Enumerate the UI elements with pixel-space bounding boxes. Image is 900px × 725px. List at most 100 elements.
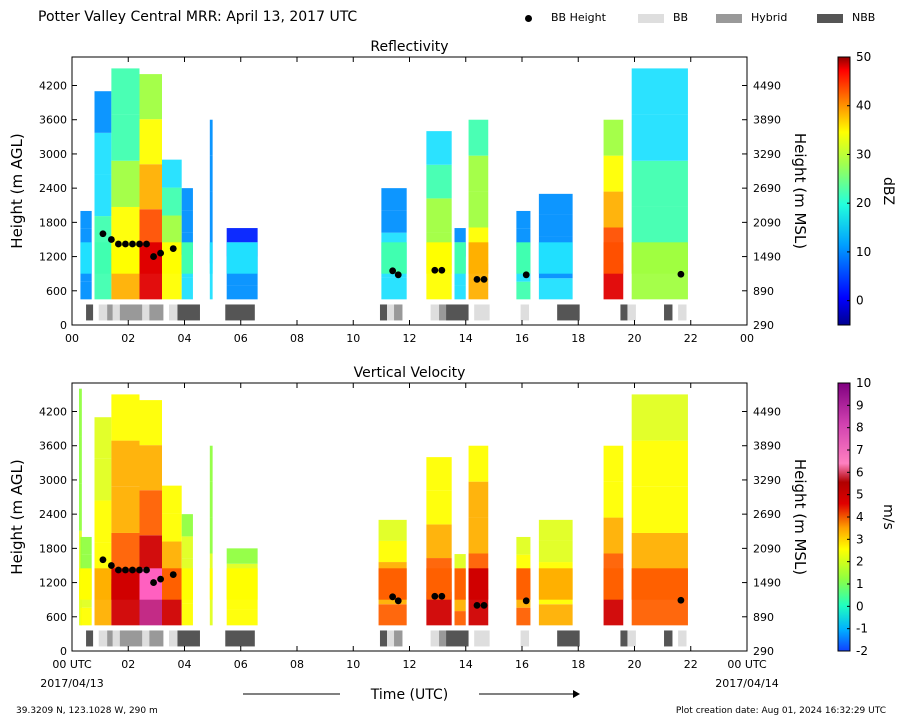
x-axis-label: Time (UTC) xyxy=(370,687,448,703)
legend-label: Hybrid xyxy=(751,11,788,24)
echo-band xyxy=(94,132,112,175)
y-tick-label-right: 3290 xyxy=(753,474,781,487)
bright-band-echo xyxy=(111,242,140,274)
bb-height-point xyxy=(150,253,157,260)
bb-type-segment-hybrid xyxy=(439,304,447,321)
bb-type-segment-hybrid xyxy=(394,630,403,647)
echo-band xyxy=(209,445,213,482)
bright-band-echo xyxy=(454,568,466,600)
station-location: 39.3209 N, 123.1028 W, 290 m xyxy=(16,706,158,716)
bb-type-segment-bb xyxy=(430,630,440,647)
echo-band xyxy=(516,281,531,300)
echo-column xyxy=(111,394,140,626)
echo-band xyxy=(80,210,92,229)
colorbar-tick-label: 10 xyxy=(856,376,871,390)
bb-height-point xyxy=(431,266,439,274)
bb-type-segment-bb xyxy=(474,630,490,647)
echo-band xyxy=(209,191,213,228)
bright-band-echo xyxy=(226,568,258,600)
echo-column xyxy=(538,193,573,300)
echo-band xyxy=(181,603,193,626)
colorbar-tick-label: 7 xyxy=(856,443,864,457)
colorbar-tick-label: 20 xyxy=(856,196,871,210)
bb-height-point xyxy=(107,562,115,569)
bb-height-point xyxy=(115,566,122,574)
echo-band xyxy=(426,164,452,199)
bb-height-point xyxy=(480,601,488,609)
colorbar-tick-label: 6 xyxy=(856,465,864,479)
colorbar-tick-label: 40 xyxy=(856,99,871,113)
bb-type-segment-bb xyxy=(112,630,120,647)
bb-type-segment-nbb xyxy=(446,630,469,647)
x-tick-label: 14 xyxy=(459,332,473,345)
echo-band xyxy=(162,271,182,300)
bright-band-echo xyxy=(181,568,193,600)
echo-band xyxy=(468,481,489,518)
y-tick-label: 3600 xyxy=(39,440,67,453)
arrow-right-icon xyxy=(573,690,580,698)
echo-band xyxy=(181,188,193,211)
echo-column xyxy=(603,445,624,626)
y-tick-label-right: 2090 xyxy=(753,216,781,229)
bb-height-point xyxy=(99,230,107,238)
x-tick-label: 14 xyxy=(459,658,473,671)
bb-type-segment-nbb xyxy=(664,630,673,647)
bright-band-echo xyxy=(162,242,182,274)
echo-band xyxy=(94,417,112,459)
echo-band xyxy=(516,210,531,229)
echo-band xyxy=(226,548,258,564)
echo-band xyxy=(226,609,258,626)
echo-band xyxy=(426,131,452,165)
colorbar-tick-label: 4 xyxy=(856,510,864,524)
echo-band xyxy=(139,400,162,446)
echo-band xyxy=(139,490,162,536)
bb-height-point xyxy=(438,592,446,600)
echo-band xyxy=(209,155,213,192)
bb-height-point xyxy=(473,275,481,283)
echo-band xyxy=(79,483,82,531)
echo-band xyxy=(226,270,258,286)
bright-band-echo xyxy=(94,242,112,274)
bb-height-point xyxy=(480,275,488,283)
y-tick-label-right: 1490 xyxy=(753,251,781,264)
echo-band xyxy=(378,519,407,541)
y-tick-label: 0 xyxy=(60,645,67,658)
x-tick-label: 00 xyxy=(65,332,79,345)
colorbar-tick-label: 8 xyxy=(856,421,864,435)
bb-height-point xyxy=(169,571,177,578)
echo-band xyxy=(468,119,489,156)
bright-band-echo xyxy=(516,568,531,600)
echo-column xyxy=(226,548,258,626)
echo-band xyxy=(454,228,466,243)
y-tick-label: 1800 xyxy=(39,216,67,229)
bright-band-echo xyxy=(538,568,573,600)
echo-band xyxy=(111,68,140,115)
bb-type-segment-nbb xyxy=(177,304,200,321)
bb-height-point xyxy=(522,597,530,605)
x-tick-label: 10 xyxy=(346,332,360,345)
echo-band xyxy=(139,445,162,491)
bb-height-point xyxy=(122,240,129,248)
echo-band xyxy=(516,536,531,555)
echo-band xyxy=(516,607,531,626)
bb-type-segment-bb xyxy=(142,304,150,321)
echo-band xyxy=(181,536,193,559)
echo-band xyxy=(209,517,213,554)
x-tick-label: 06 xyxy=(234,658,248,671)
x-tick-label: 18 xyxy=(571,332,585,345)
bb-type-segment-bb xyxy=(678,304,687,321)
echo-column xyxy=(209,445,213,626)
bb-type-segment-nbb xyxy=(620,304,628,321)
bright-band-echo xyxy=(468,568,489,600)
echo-band xyxy=(468,445,489,482)
echo-band xyxy=(181,277,193,300)
echo-band xyxy=(162,597,182,626)
echo-column xyxy=(631,394,688,626)
bright-band-echo xyxy=(603,568,624,600)
bb-type-segment-nbb xyxy=(86,630,94,647)
colorbar-tick-label: 3 xyxy=(856,532,864,546)
y-tick-label: 1800 xyxy=(39,542,67,555)
bb-type-segment-bb xyxy=(678,630,687,647)
